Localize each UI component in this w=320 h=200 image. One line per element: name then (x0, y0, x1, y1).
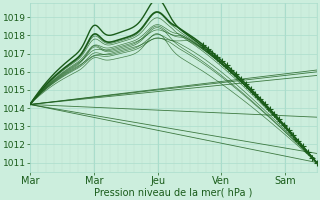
X-axis label: Pression niveau de la mer( hPa ): Pression niveau de la mer( hPa ) (94, 187, 253, 197)
